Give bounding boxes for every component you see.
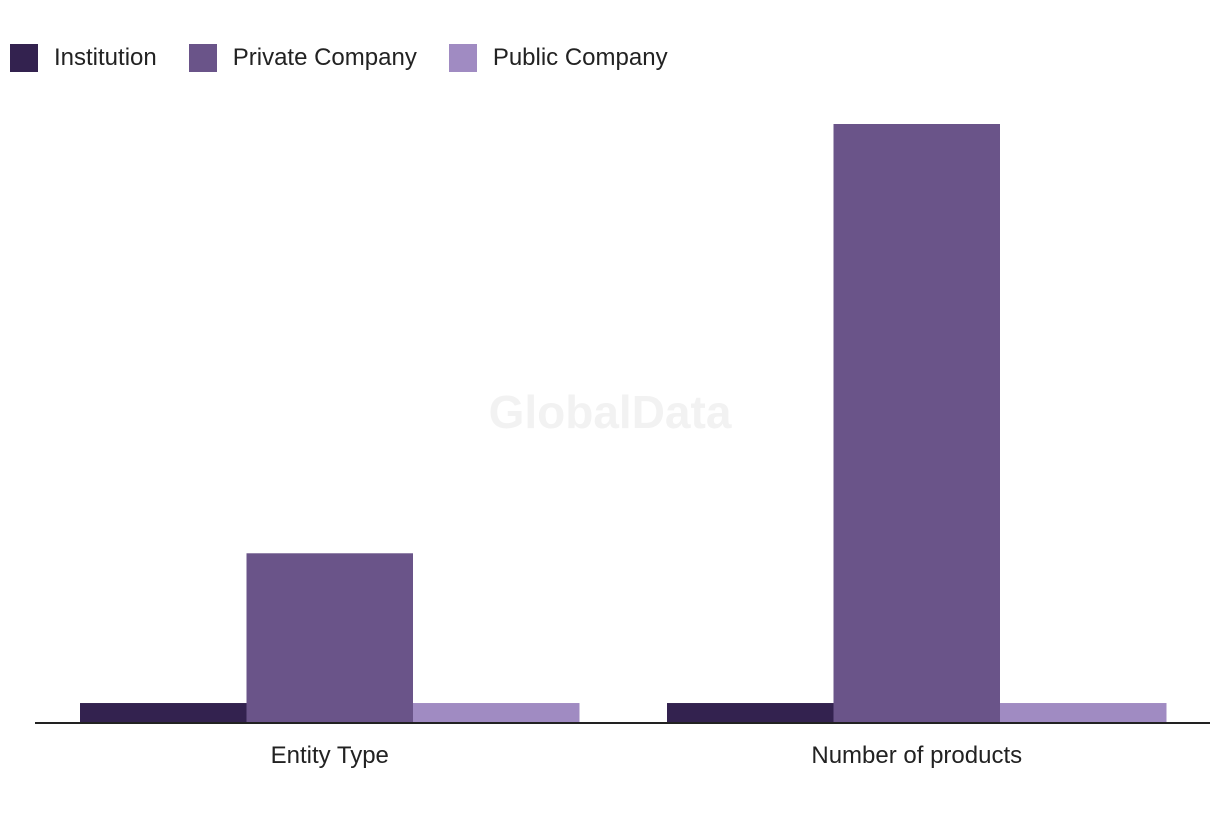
legend-label-private-company: Private Company: [232, 44, 417, 71]
x-tick-labels: Entity Type Number of products: [271, 742, 1023, 769]
watermark-text: GlobalData: [489, 386, 732, 438]
bar-entity-type-public-company: [413, 703, 580, 723]
bar-number-of-products-public-company: [1000, 703, 1167, 723]
legend-swatch-institution: [10, 44, 38, 72]
bar-entity-type-institution: [80, 703, 247, 723]
x-tick-label-entity-type: Entity Type: [271, 742, 389, 769]
legend-label-institution: Institution: [54, 44, 157, 71]
legend-item-private-company: Private Company: [188, 44, 417, 72]
x-tick-label-number-of-products: Number of products: [811, 742, 1022, 769]
bar-number-of-products-private-company: [833, 124, 1000, 723]
chart-legend: Institution Private Company Public Compa…: [10, 40, 700, 76]
legend-swatch-private-company: [188, 44, 217, 72]
bars-layer: [80, 124, 1167, 723]
legend-label-public-company: Public Company: [492, 44, 668, 71]
bar-entity-type-private-company: [246, 553, 413, 723]
legend-item-public-company: Public Company: [448, 44, 668, 72]
legend-item-institution: Institution: [10, 44, 157, 72]
bar-number-of-products-institution: [667, 703, 834, 723]
legend-swatch-public-company: [448, 44, 477, 72]
